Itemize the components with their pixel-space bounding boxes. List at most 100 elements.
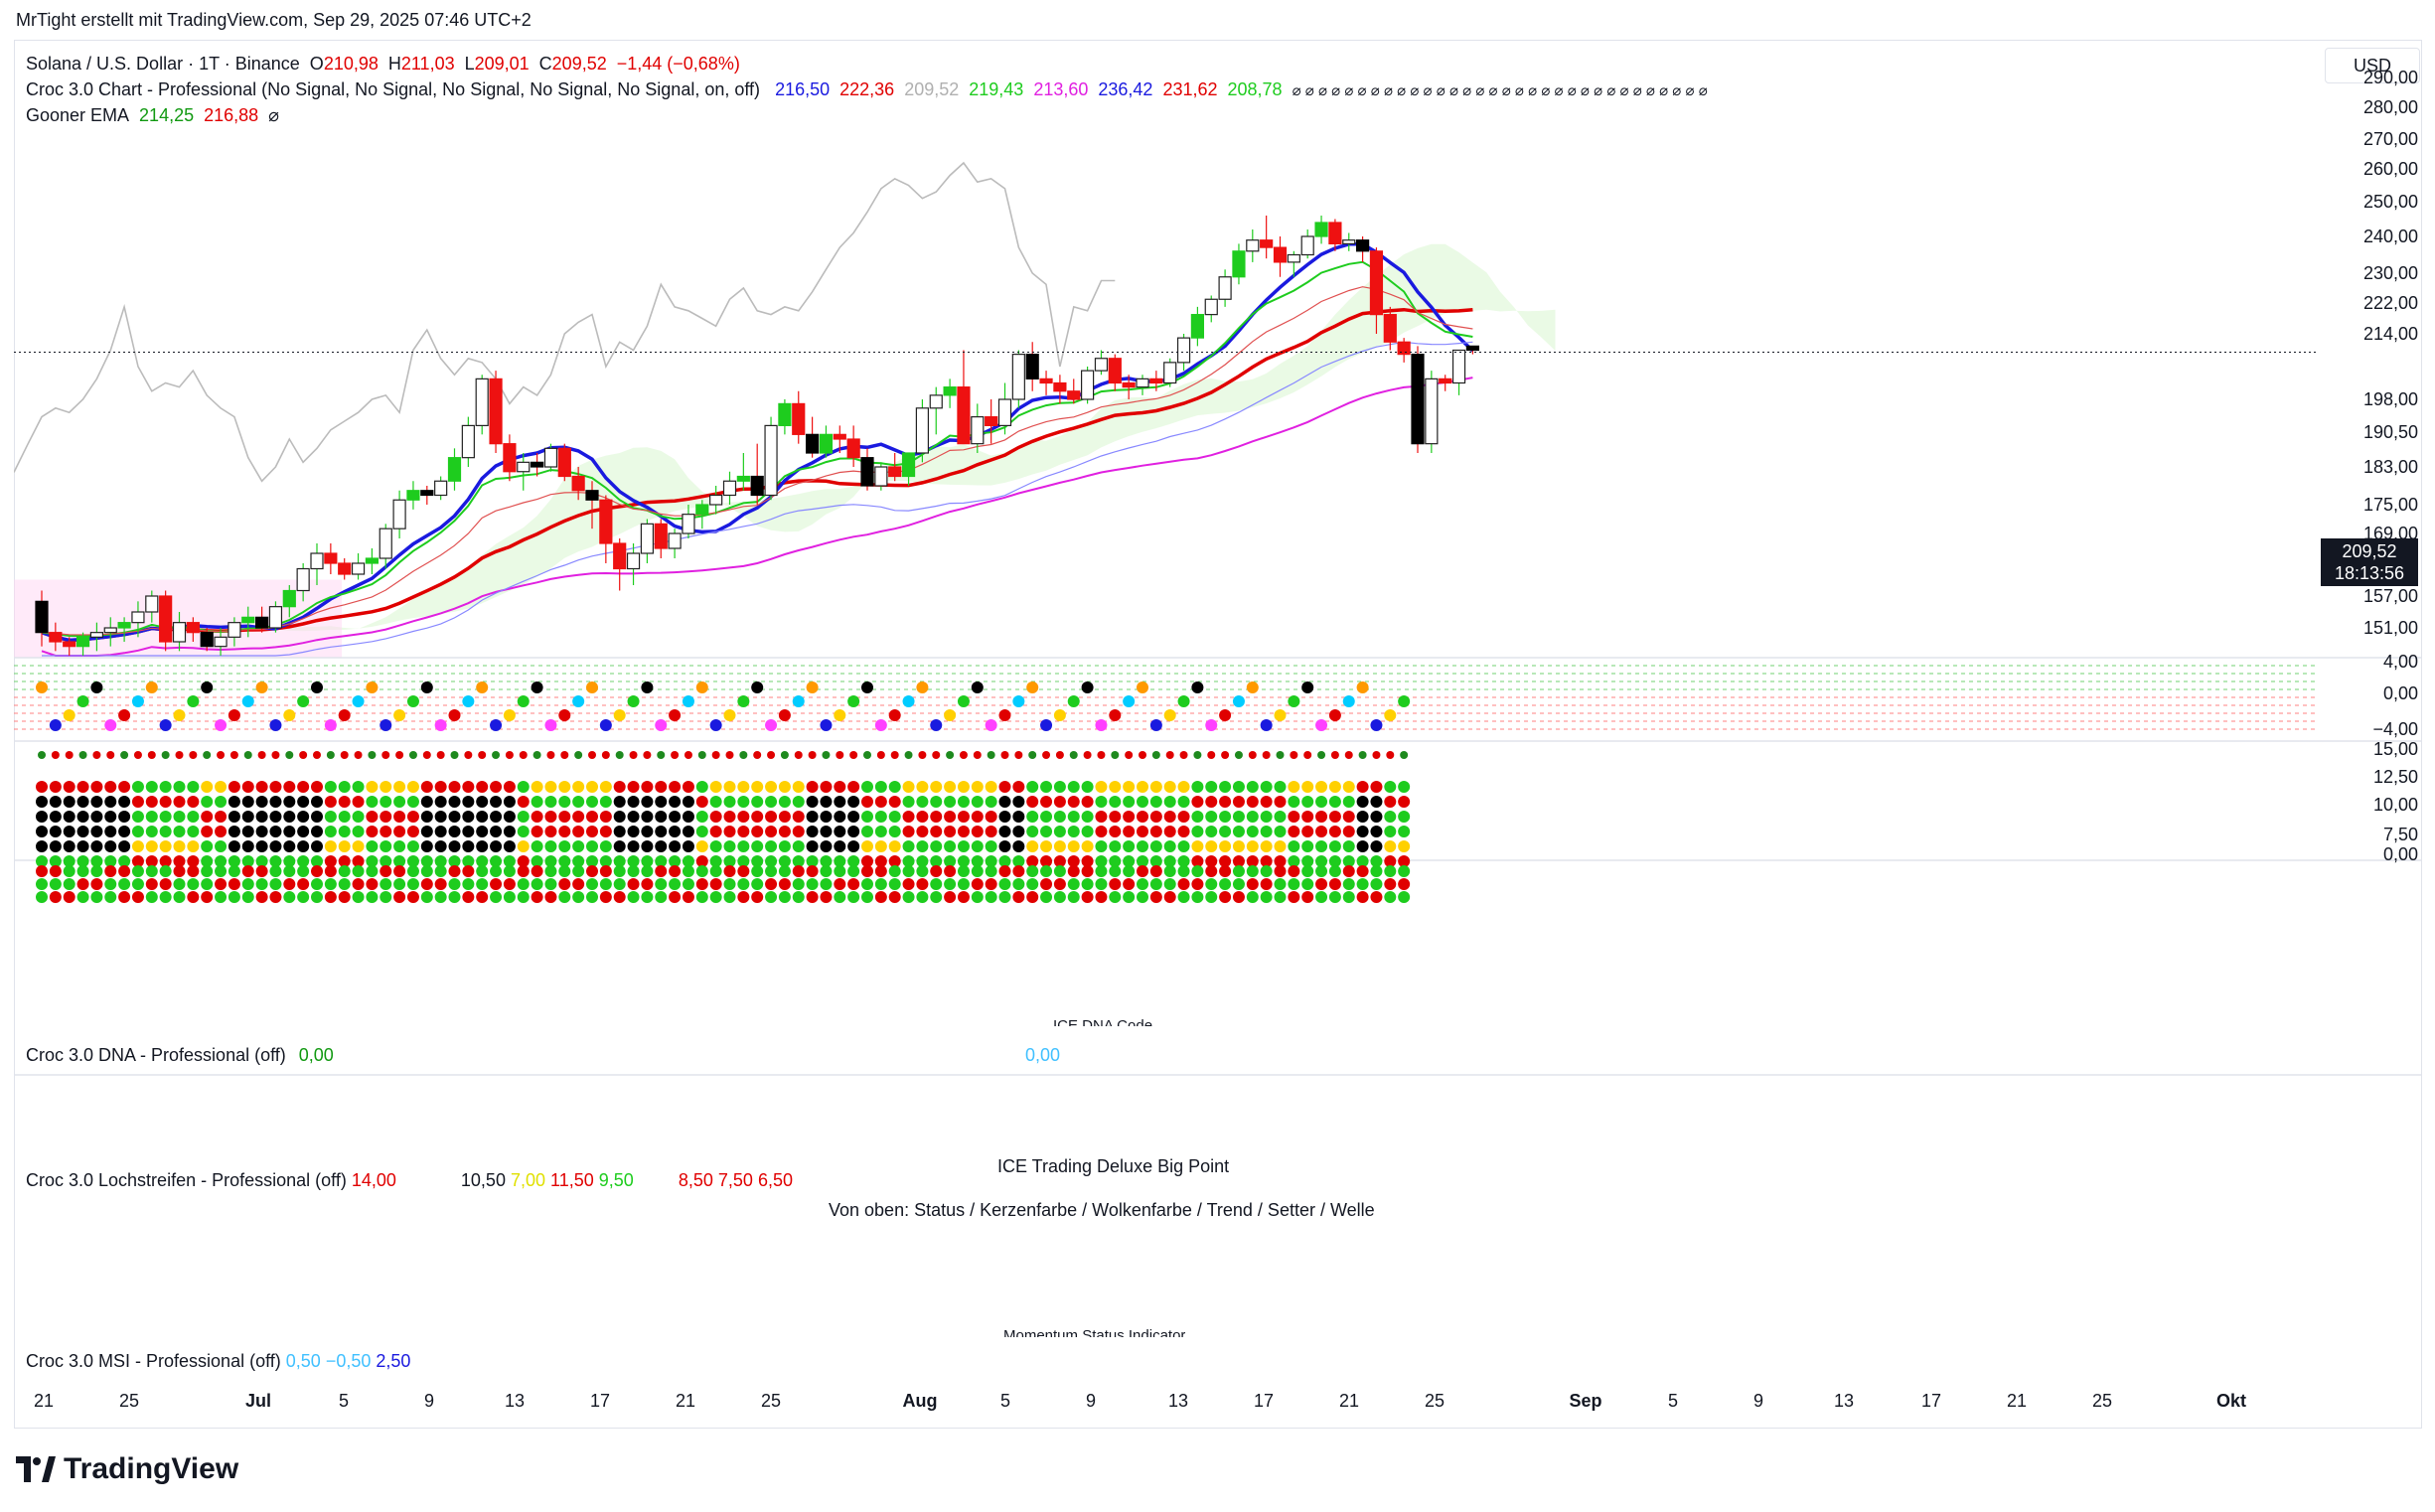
msi-dot (1274, 865, 1287, 877)
loch-axis-label: 15,00 (2373, 739, 2418, 759)
candle-body (971, 416, 985, 445)
loch-dot (985, 796, 997, 808)
loch-top-dot (1276, 751, 1285, 759)
loch-dot (476, 840, 489, 852)
msi-dot (1315, 878, 1328, 890)
loch-dot (1149, 811, 1162, 823)
loch-dot (118, 826, 131, 837)
msi-dot (834, 891, 846, 903)
loch-dot (1356, 855, 1369, 867)
msi-label[interactable]: Croc 3.0 MSI - Professional (off) 0,50 −… (26, 1351, 410, 1372)
loch-dot (215, 781, 228, 793)
loch-dot (806, 826, 819, 837)
loch-dot (283, 781, 296, 793)
dna-dot (173, 709, 186, 721)
loch-dot (255, 811, 268, 823)
loch-dot (241, 781, 254, 793)
loch-top-dot (1207, 751, 1216, 759)
msi-dot (902, 878, 915, 890)
loch-dot (1370, 781, 1383, 793)
loch-dot (448, 811, 461, 823)
ema-legend[interactable]: Gooner EMA 214,25 216,88 ⌀ (26, 105, 289, 126)
loch-dot (1315, 811, 1328, 823)
candle-body (1411, 354, 1425, 445)
msi-dot (1205, 891, 1218, 903)
loch-dot (778, 826, 791, 837)
time-axis-label: 21 (2007, 1391, 2027, 1411)
loch-dot (1191, 796, 1204, 808)
loch-label[interactable]: Croc 3.0 Lochstreifen - Professional (of… (26, 1170, 793, 1191)
loch-dot (641, 811, 654, 823)
dna-dot (695, 681, 708, 693)
msi-dot (655, 865, 668, 877)
currency-button[interactable]: USD (2325, 48, 2420, 83)
croc-legend[interactable]: Croc 3.0 Chart - Professional (No Signal… (26, 79, 1718, 100)
candle-body (103, 627, 117, 634)
loch-top-dot (38, 751, 46, 759)
loch-dot (1219, 840, 1232, 852)
loch-dot (1109, 855, 1122, 867)
chart-frame (14, 40, 2422, 1429)
loch-dot (1109, 826, 1122, 837)
loch-dot (118, 855, 131, 867)
loch-dot (709, 855, 722, 867)
loch-top-dot (51, 751, 60, 759)
candle-body (668, 532, 682, 549)
loch-dot (228, 796, 240, 808)
loch-dot (627, 840, 640, 852)
loch-dot (131, 811, 144, 823)
loch-top-dot (354, 751, 363, 759)
loch-top-dot (78, 751, 87, 759)
msi-dot (655, 891, 668, 903)
dna-dot (1177, 695, 1190, 707)
candle-body (626, 552, 641, 570)
loch-dot (531, 840, 543, 852)
msi-dot (586, 878, 598, 890)
msi-dot (420, 878, 433, 890)
symbol-legend[interactable]: Solana / U.S. Dollar · 1T · Binance O210,… (26, 54, 750, 75)
candle-body (76, 636, 90, 648)
dna-label[interactable]: Croc 3.0 DNA - Professional (off) 0,00 (26, 1045, 334, 1066)
loch-dot (131, 855, 144, 867)
loch-dot (599, 796, 612, 808)
dna-dot (104, 719, 117, 731)
loch-dot (627, 811, 640, 823)
loch-dot (1026, 855, 1039, 867)
candle-body (1355, 239, 1370, 252)
msi-dot (820, 878, 833, 890)
loch-dot (503, 855, 516, 867)
loch-dot (517, 855, 530, 867)
msi-dot (944, 865, 957, 877)
loch-dot (1123, 826, 1136, 837)
dna-dot (847, 695, 860, 707)
loch-dot (1177, 826, 1190, 837)
loch-dot (63, 811, 76, 823)
candle-body (1080, 370, 1095, 400)
loch-dot (985, 840, 997, 852)
loch-dot (572, 855, 585, 867)
loch-dot (420, 855, 433, 867)
dna-dot (297, 695, 310, 707)
loch-dot (476, 811, 489, 823)
croc-name: Croc 3.0 Chart - Professional (No Signal… (26, 79, 761, 99)
candle-body (49, 632, 63, 643)
loch-dot (1177, 811, 1190, 823)
candle-body (324, 552, 338, 564)
loch-dot (215, 796, 228, 808)
loch-dot (820, 840, 833, 852)
dna-dot (1398, 695, 1411, 707)
msi-dot (916, 891, 929, 903)
loch-top-dot (65, 751, 74, 759)
loch-dot (145, 781, 158, 793)
msi-dot (874, 865, 887, 877)
candle-body (1163, 362, 1177, 384)
loch-dot (434, 781, 447, 793)
croc-value-4: 219,43 (969, 79, 1024, 99)
loch-dot (1012, 781, 1025, 793)
candle-body (1439, 378, 1452, 384)
msi-dot (847, 878, 860, 890)
dna-dot (1356, 681, 1369, 693)
loch-dot (76, 826, 89, 837)
chart-canvas[interactable]: 290,00280,00270,00260,00250,00240,00230,… (14, 40, 2422, 1429)
tradingview-logo[interactable]: TradingView (16, 1452, 238, 1486)
